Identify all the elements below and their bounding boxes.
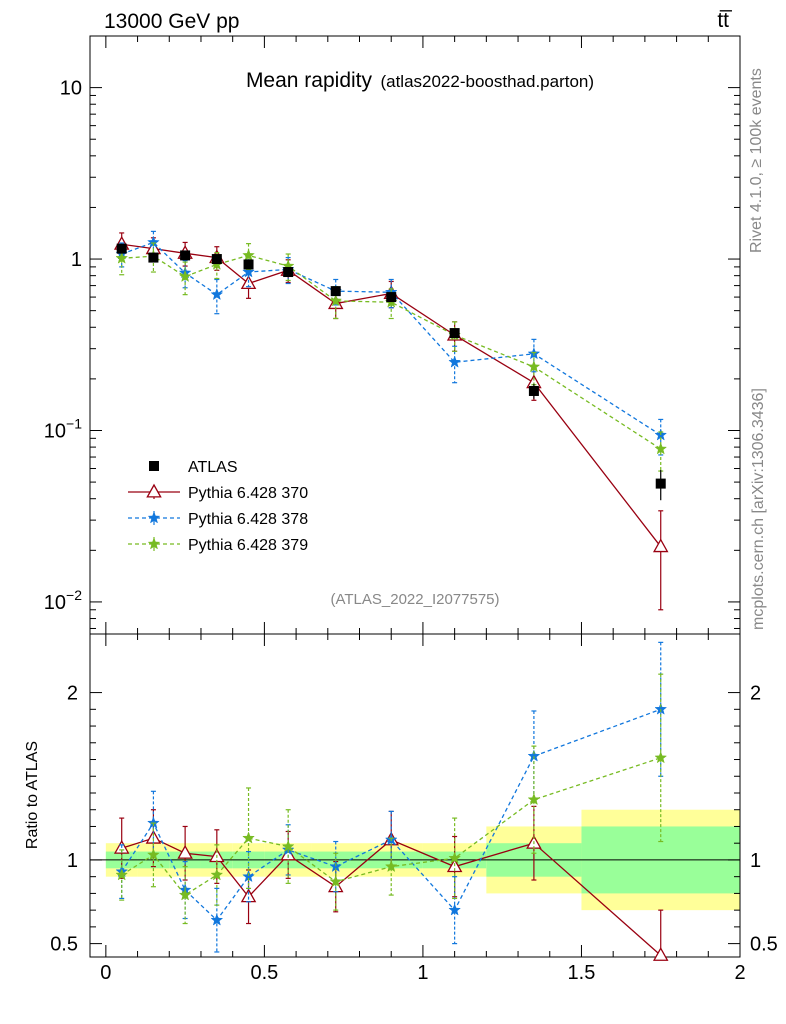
ratio-y-label: Ratio to ATLAS <box>24 741 41 849</box>
series-2-point <box>242 265 255 278</box>
y-tick-label-exponent: −1 <box>66 415 82 431</box>
ratio-y-tick-label-right: 2 <box>750 683 761 705</box>
series-2-line <box>121 241 662 436</box>
legend-label-series-3: Pythia 6.428 379 <box>188 537 308 554</box>
series-3-ratio-point <box>178 888 192 901</box>
x-tick-label: 2 <box>734 962 745 984</box>
plot-title: Mean rapidity (atlas2022-boosthad.parton… <box>246 69 594 92</box>
series-3-ratio-point <box>242 831 255 844</box>
ratio-axis-ticks: 0 0.5 1 1.5 20.5 0.51 12 2 <box>50 683 778 984</box>
ratio-series-layer <box>113 641 669 961</box>
legend-label-atlas: ATLAS <box>188 459 238 476</box>
series-3-ratio-point <box>527 792 541 806</box>
x-tick-label: 1 <box>417 962 428 984</box>
series-3-ratio-point <box>210 868 224 881</box>
legend-marker-series-1 <box>146 483 162 498</box>
atlas-data-point <box>211 254 222 265</box>
series-1-ratio-point <box>177 844 193 859</box>
atlas-data-point <box>283 267 294 278</box>
ratio-y-tick-label: 1 <box>67 850 78 872</box>
y-tick-label: 10 <box>60 78 82 100</box>
series-3-ratio-point <box>115 868 129 881</box>
atlas-data-point <box>116 243 127 254</box>
atlas-data-point <box>180 250 191 261</box>
series-3-ratio-point <box>384 859 398 873</box>
y-tick-label: 1 <box>71 249 82 271</box>
legend: ATLAS Pythia 6.428 370 Pythia 6.428 378 Pyt… <box>128 459 308 554</box>
mcplots-source-label: mcplots.cern.ch [arXiv:1306.3436] <box>750 388 767 630</box>
series-3-ratio-point <box>147 848 160 861</box>
plot-title-main: Mean rapidity <box>246 69 373 92</box>
legend-label-series-2: Pythia 6.428 378 <box>188 511 308 528</box>
x-tick-label: 0 <box>100 962 111 984</box>
main-panel: Mean rapidity (atlas2022-boosthad.parton… <box>44 35 741 646</box>
series-3-ratio-point <box>281 839 295 852</box>
ratio-panel-frame <box>89 633 741 958</box>
series-3-point <box>115 251 129 264</box>
y-tick-label-base: 10 <box>44 592 66 614</box>
ratio-y-tick-label: 2 <box>67 683 78 705</box>
ratio-y-tick-label-right: 0.5 <box>750 934 778 956</box>
rivet-version-label: Rivet 4.1.0, ≥ 100k events <box>748 68 765 253</box>
series-3-point <box>527 360 541 373</box>
atlas-data-point <box>449 328 460 339</box>
series-2-ratio-point <box>210 913 224 926</box>
ratio-y-tick-label-right: 1 <box>750 850 761 872</box>
header-collision-label: 13000 GeV pp <box>104 10 239 33</box>
y-tick-label: 10−2 <box>44 587 82 614</box>
series-3-ratio-point <box>654 751 668 764</box>
main-series-layer <box>113 230 669 611</box>
series-2-ratio-point <box>448 903 462 916</box>
atlas-data-point <box>528 385 539 396</box>
plot-title-sub: (atlas2022-boosthad.parton) <box>380 72 594 91</box>
legend-marker-atlas <box>149 461 159 471</box>
y-tick-label-exponent: −2 <box>66 587 82 603</box>
series-2-ratio-line <box>121 708 661 922</box>
series-1-ratio-point <box>652 946 669 961</box>
atlas-data-point <box>148 252 159 263</box>
series-3-ratio-line <box>121 757 661 896</box>
atlas-data-point <box>655 478 666 489</box>
y-tick-label-base: 10 <box>44 420 66 442</box>
header-process-label: tt̅ <box>717 9 733 32</box>
series-3-ratio-point <box>448 851 462 864</box>
series-1-point <box>652 538 669 553</box>
series-2-point <box>210 287 224 301</box>
series-3-ratio-point <box>329 874 343 888</box>
series-3-point <box>329 294 343 307</box>
analysis-watermark: (ATLAS_2022_I2077575) <box>330 591 499 608</box>
atlas-data-point <box>330 286 341 297</box>
ratio-y-tick-label: 0.5 <box>50 934 78 956</box>
x-tick-label: 0.5 <box>250 962 278 984</box>
x-tick-label: 1.5 <box>568 962 596 984</box>
atlas-data-point <box>243 259 254 270</box>
y-tick-label: 10−1 <box>44 415 82 442</box>
ratio-panel: 0 0.5 1 1.5 20.5 0.51 12 2 Ratio to ATLAS <box>24 633 778 984</box>
legend-marker-series-2 <box>147 511 161 524</box>
series-3-point <box>654 442 668 455</box>
legend-marker-series-3 <box>147 537 161 550</box>
atlas-data-point <box>386 292 397 303</box>
legend-label-series-1: Pythia 6.428 370 <box>188 485 308 502</box>
series-3-point <box>242 248 255 261</box>
series-3-point <box>178 269 192 283</box>
series-2-point <box>448 355 462 368</box>
